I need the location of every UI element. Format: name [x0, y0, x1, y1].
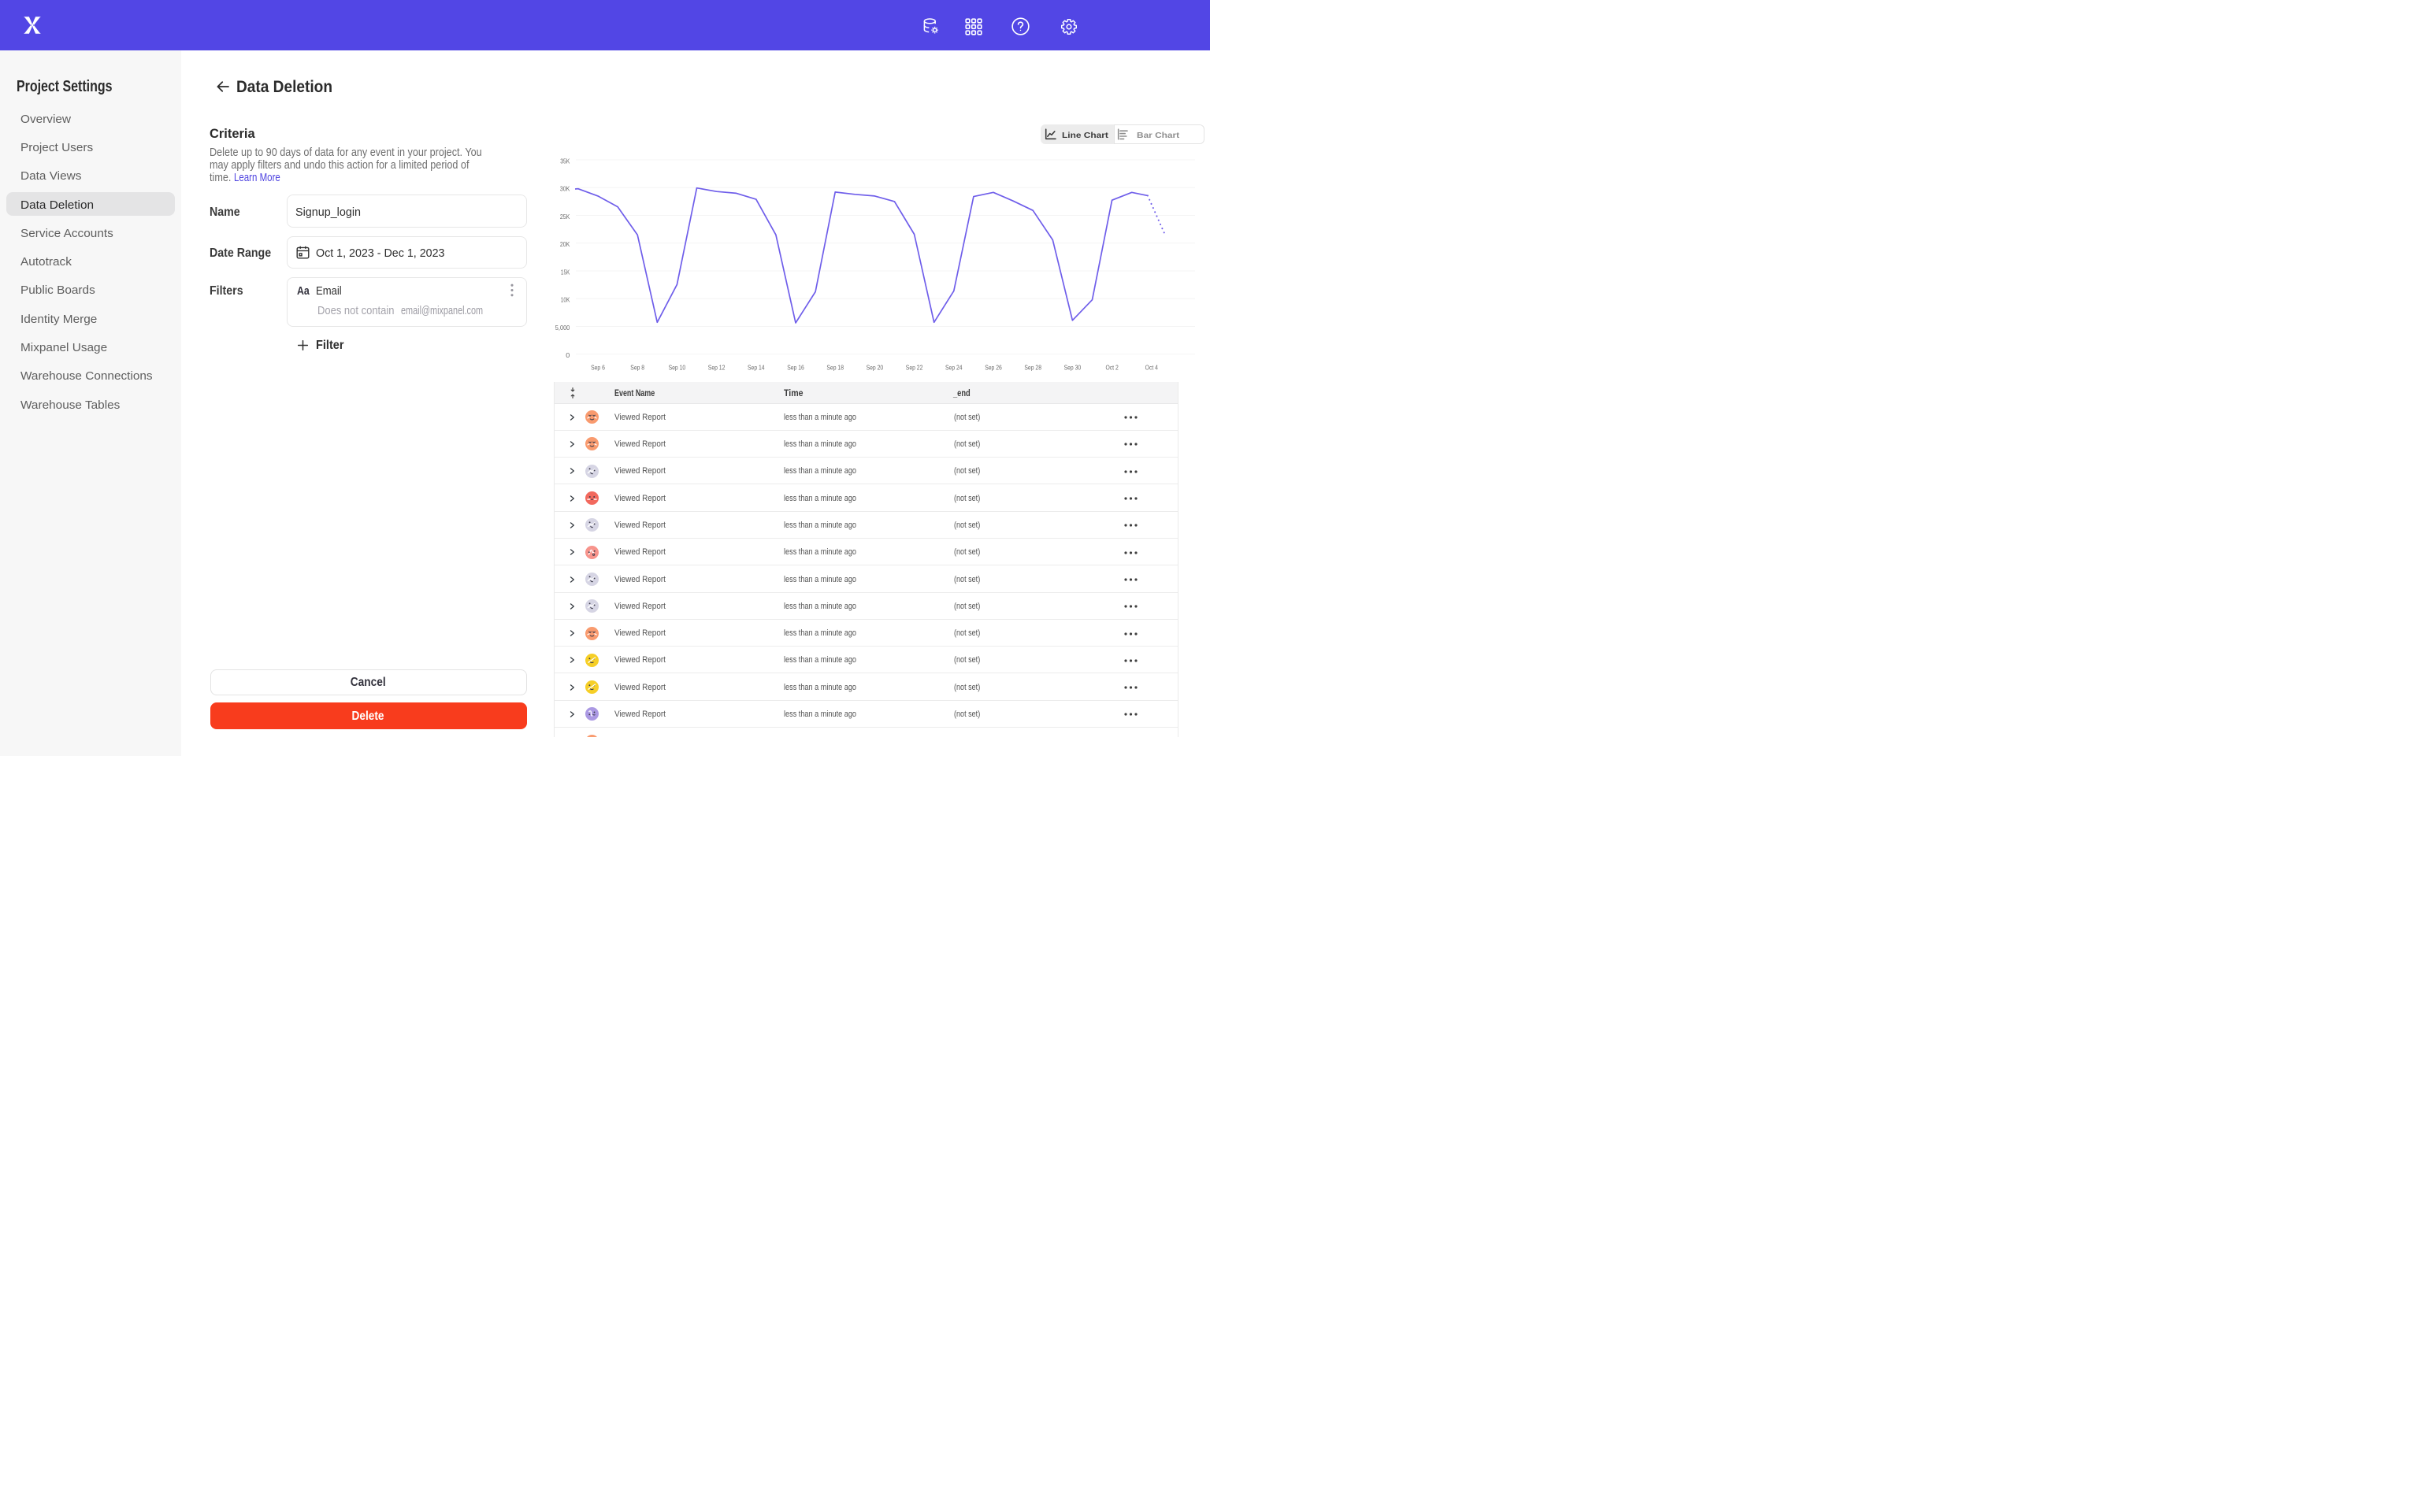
svg-text:35K: 35K — [560, 157, 570, 165]
svg-text:Sep 8: Sep 8 — [630, 363, 644, 371]
svg-text:Sep 6: Sep 6 — [591, 363, 605, 371]
svg-text:Sep 16: Sep 16 — [787, 363, 804, 371]
svg-text:30K: 30K — [560, 185, 570, 193]
svg-text:Sep 24: Sep 24 — [945, 363, 963, 371]
svg-text:10K: 10K — [561, 296, 570, 304]
svg-text:5,000: 5,000 — [555, 324, 570, 332]
svg-text:Oct 2: Oct 2 — [1105, 363, 1119, 371]
svg-text:Sep 30: Sep 30 — [1064, 363, 1082, 371]
svg-text:Sep 18: Sep 18 — [826, 363, 844, 371]
svg-text:15K: 15K — [561, 268, 570, 276]
svg-text:Sep 10: Sep 10 — [669, 363, 686, 371]
svg-text:Sep 22: Sep 22 — [906, 363, 923, 371]
svg-text:Oct 4: Oct 4 — [1145, 363, 1159, 371]
svg-text:Sep 20: Sep 20 — [867, 363, 884, 371]
svg-text:Sep 14: Sep 14 — [748, 363, 765, 371]
svg-text:25K: 25K — [560, 213, 570, 220]
svg-text:20K: 20K — [560, 240, 570, 248]
svg-text:0: 0 — [566, 351, 570, 359]
svg-text:Sep 12: Sep 12 — [708, 363, 726, 371]
svg-text:Sep 28: Sep 28 — [1024, 363, 1041, 371]
svg-text:Sep 26: Sep 26 — [985, 363, 1002, 371]
